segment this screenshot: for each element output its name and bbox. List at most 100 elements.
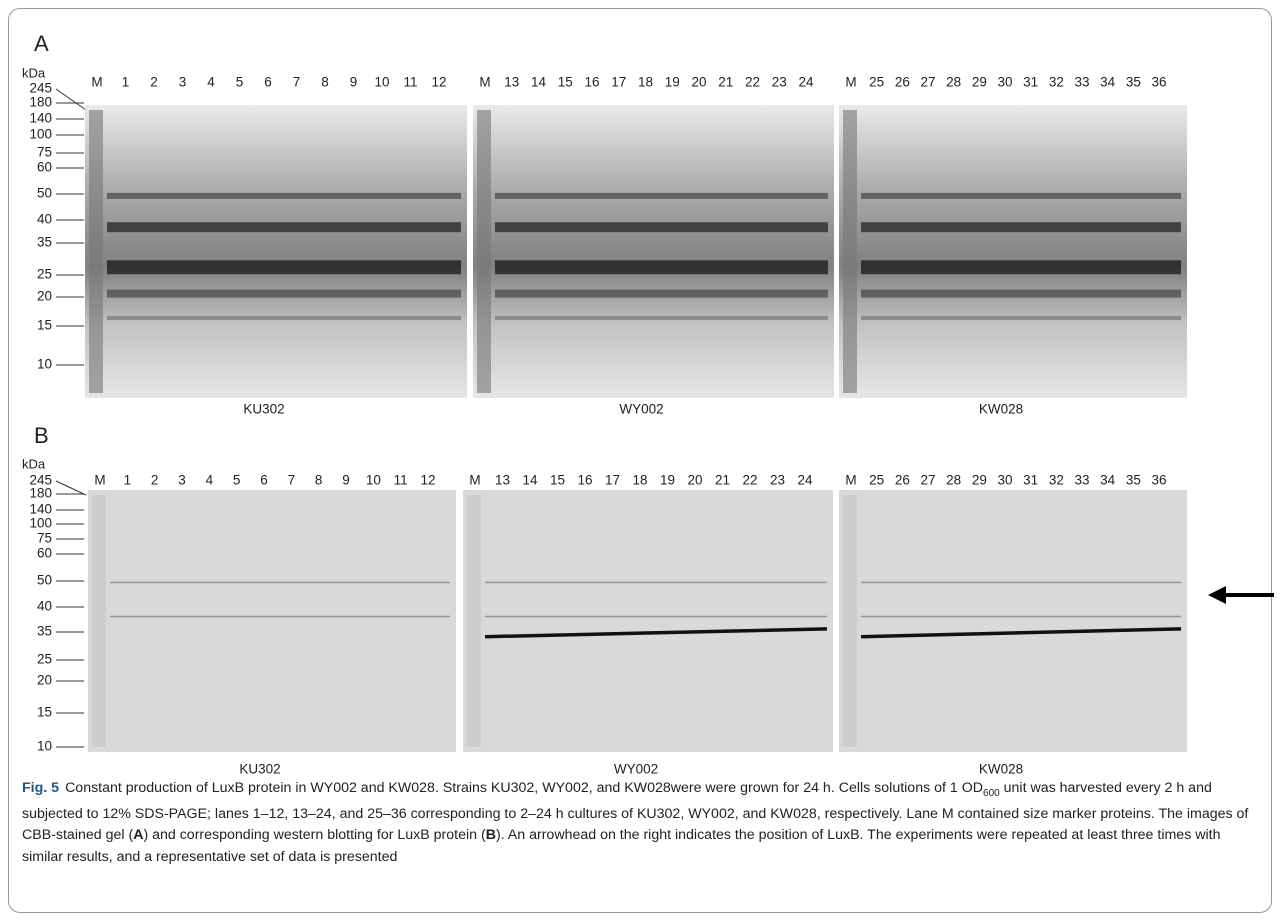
lane-label: 9 (350, 75, 358, 90)
marker-label: 245 (29, 473, 52, 488)
lane-label: 13 (504, 75, 519, 90)
lane-label: 1 (124, 473, 132, 488)
caption-subscript: 600 (983, 787, 1000, 799)
luxb-band (860, 627, 1182, 639)
blot-band (110, 581, 450, 584)
lane-label: 7 (293, 75, 301, 90)
lane-label: 25 (869, 75, 884, 90)
lane-label: 3 (179, 75, 187, 90)
gel-band (107, 192, 461, 199)
marker-label: 15 (37, 705, 52, 720)
marker-lane (843, 110, 857, 393)
lane-label: 12 (431, 75, 446, 90)
marker-label: 25 (37, 652, 52, 667)
lane-label: 32 (1049, 473, 1064, 488)
lane-label: 15 (550, 473, 565, 488)
lane-label: 28 (946, 473, 961, 488)
lane-label: 16 (584, 75, 599, 90)
lane-label: 10 (374, 75, 389, 90)
blot-band (861, 581, 1181, 584)
gel-band (495, 289, 828, 298)
marker-label: 140 (29, 111, 52, 126)
marker-label: 10 (37, 739, 52, 754)
lane-label: 6 (260, 473, 268, 488)
marker-label: 100 (29, 516, 52, 531)
gel-image (839, 490, 1187, 752)
lane-label: 34 (1100, 75, 1116, 90)
lane-label: 32 (1049, 75, 1064, 90)
marker-label: 60 (37, 546, 52, 561)
lane-label: 16 (577, 473, 592, 488)
lane-label: 33 (1074, 473, 1089, 488)
lane-label: 24 (798, 75, 814, 90)
unit-label: kDa (22, 65, 46, 80)
marker-pointer (55, 480, 87, 496)
lane-label: 11 (403, 75, 417, 90)
lane-label: 8 (321, 75, 329, 90)
marker-label: 35 (37, 624, 52, 639)
lane-label: 1 (122, 75, 130, 90)
lane-label: 9 (342, 473, 350, 488)
arrow (1208, 586, 1274, 604)
lane-label: 26 (895, 75, 910, 90)
caption-text: ) and corresponding western blotting for… (143, 827, 486, 844)
caption-bold: A (133, 827, 144, 844)
lane-label: 7 (288, 473, 296, 488)
marker-label: 20 (37, 673, 52, 688)
marker-lane (477, 110, 491, 393)
strain-label: KU302 (239, 762, 280, 775)
gel-band (495, 260, 828, 275)
lane-label: 14 (522, 473, 538, 488)
lane-label: M (91, 75, 102, 90)
lane-label: 17 (605, 473, 620, 488)
lane-label: M (479, 75, 490, 90)
strain-label: KW028 (979, 402, 1023, 417)
caption-label: Fig. 5 (22, 780, 60, 796)
gel-band (861, 192, 1181, 199)
lane-label: 2 (150, 75, 158, 90)
caption-text: ). An arrowhead on the right indicates t… (22, 827, 1221, 865)
lane-label: 24 (797, 473, 813, 488)
gel-band (861, 260, 1181, 275)
lane-label: 22 (742, 473, 757, 488)
lane-label: 27 (920, 75, 935, 90)
marker-label: 245 (29, 81, 52, 96)
gel-band (107, 260, 461, 275)
lane-label: 18 (632, 473, 647, 488)
gel-image (473, 105, 834, 398)
gel-band (107, 222, 461, 233)
lane-label: 36 (1151, 473, 1166, 488)
lane-label: 25 (869, 473, 884, 488)
blot-band (861, 615, 1181, 618)
blot-band (485, 615, 827, 618)
lane-label: 34 (1100, 473, 1116, 488)
panel-label: A (34, 31, 49, 56)
gel-band (861, 315, 1181, 320)
gel-image (88, 490, 456, 752)
strain-label: KU302 (243, 402, 284, 417)
marker-lane (843, 495, 857, 747)
lane-label: 27 (920, 473, 935, 488)
lane-label: 12 (420, 473, 435, 488)
strain-label: KW028 (979, 762, 1023, 775)
lane-label: 15 (558, 75, 573, 90)
lane-label: M (94, 473, 105, 488)
lane-label: 8 (315, 473, 323, 488)
gel-band (495, 222, 828, 233)
lane-label: 20 (691, 75, 706, 90)
marker-label: 25 (37, 267, 52, 282)
marker-label: 75 (37, 145, 52, 160)
caption: Fig. 5 Constant production of LuxB protei… (22, 778, 1262, 868)
marker-label: 50 (37, 186, 52, 201)
gel-band (861, 222, 1181, 233)
blot-band (110, 615, 450, 618)
lane-label: 33 (1074, 75, 1089, 90)
lane-label: 29 (972, 75, 987, 90)
marker-label: 50 (37, 573, 52, 588)
marker-label: 100 (29, 127, 52, 142)
lane-label: 6 (264, 75, 272, 90)
caption-text: unit was harvested every 2 h and subject… (22, 780, 1249, 844)
marker-label: 20 (37, 289, 52, 304)
